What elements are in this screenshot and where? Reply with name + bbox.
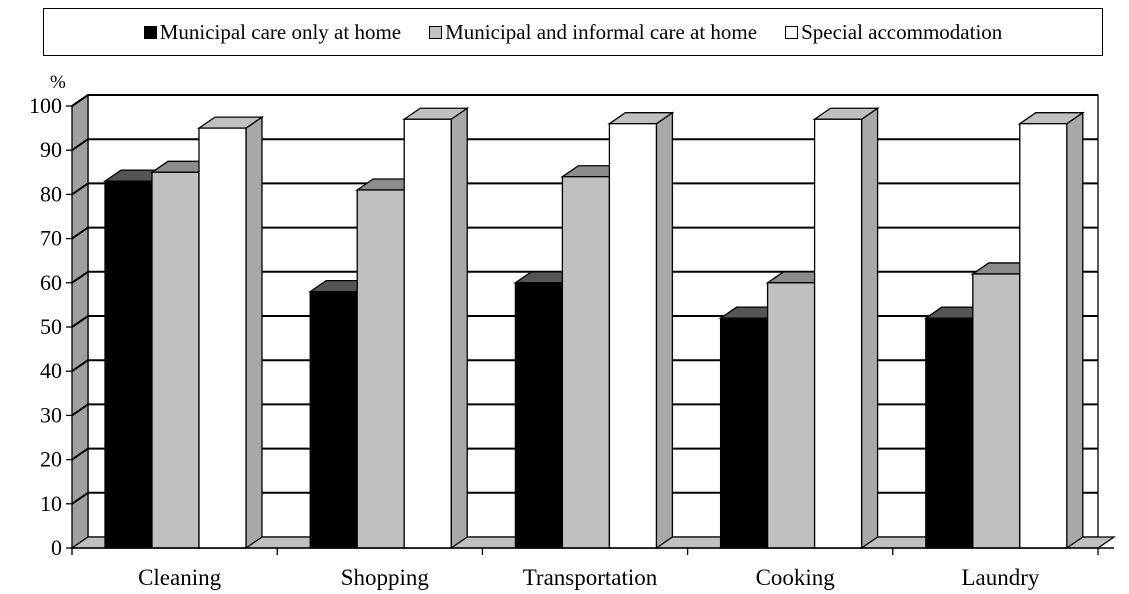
legend-swatch-special-accommodation (785, 25, 799, 39)
y-tick-label: 30 (40, 402, 62, 427)
legend-item-municipal-only: Municipal care only at home (143, 19, 402, 45)
bar-front (608, 123, 658, 549)
bar (607, 111, 675, 550)
x-tick-label: Laundry (961, 565, 1039, 590)
bar (402, 107, 470, 550)
bar-side (1066, 111, 1084, 550)
bar-side (860, 107, 879, 550)
bar-front (1019, 123, 1068, 549)
bar-front (561, 176, 611, 549)
x-tick-label: Cleaning (138, 565, 222, 590)
legend-label-municipal-only: Municipal care only at home (159, 19, 402, 44)
x-tick-label: Shopping (341, 565, 430, 590)
gridline-side (71, 94, 89, 107)
bar-front (514, 282, 564, 549)
gridline-side (71, 270, 89, 284)
bar-front (766, 282, 816, 549)
legend-swatch-municipal-informal (429, 25, 443, 39)
legend-label-special-accommodation: Special accommodation (801, 19, 1003, 44)
y-tick-label: 90 (40, 137, 62, 162)
bar (1017, 111, 1085, 550)
bar-side (655, 111, 674, 550)
bar-front (104, 180, 153, 549)
y-tick-label: 20 (40, 447, 62, 472)
gridline-side (71, 182, 89, 196)
bar-side (245, 115, 263, 550)
y-tick-label: 10 (40, 491, 62, 516)
y-tick-label: 70 (40, 226, 62, 251)
gridline-side (71, 226, 89, 240)
gridline-side (71, 491, 89, 505)
y-tick-label: 50 (40, 314, 62, 339)
legend-label-municipal-informal: Municipal and informal care at home (445, 19, 758, 44)
y-axis-label: % (50, 72, 66, 93)
x-tick-labels: Cleaning Shopping Transportation Cooking Lau… (138, 565, 1040, 590)
bar-front (719, 317, 769, 549)
bar-front (356, 189, 405, 549)
bar-front (151, 171, 200, 549)
gridline-side (71, 138, 89, 152)
bar (812, 107, 880, 550)
x-tick-label: Cooking (756, 565, 836, 590)
gridline-side (71, 403, 89, 417)
bar-front (403, 118, 452, 549)
bar-side (450, 107, 468, 550)
bar (196, 115, 265, 550)
x-tick-label: Transportation (523, 565, 658, 590)
y-tick-label: 100 (29, 93, 62, 118)
y-tick-labels: 0 10 20 30 40 50 60 70 80 90 100 (29, 93, 62, 560)
gridline-side (71, 315, 89, 328)
y-tick-label: 0 (51, 535, 62, 560)
bar-front (925, 317, 974, 549)
bar-front (972, 273, 1021, 549)
bar-front (309, 290, 358, 549)
legend-swatch-municipal-only (143, 25, 157, 39)
legend-item-municipal-informal: Municipal and informal care at home (429, 20, 757, 45)
y-tick-label: 60 (40, 270, 62, 295)
y-tick-label: 80 (40, 181, 62, 206)
legend-item-special-accommodation: Special accommodation (785, 20, 1002, 45)
bar-front (198, 127, 247, 549)
gridline-side (71, 359, 89, 373)
bar-front (813, 118, 863, 549)
bars (102, 107, 1085, 550)
legend: Municipal care only at home Municipal an… (43, 8, 1103, 56)
y-tick-label: 40 (40, 358, 62, 383)
axes (71, 547, 1114, 555)
gridline-side (71, 447, 89, 461)
